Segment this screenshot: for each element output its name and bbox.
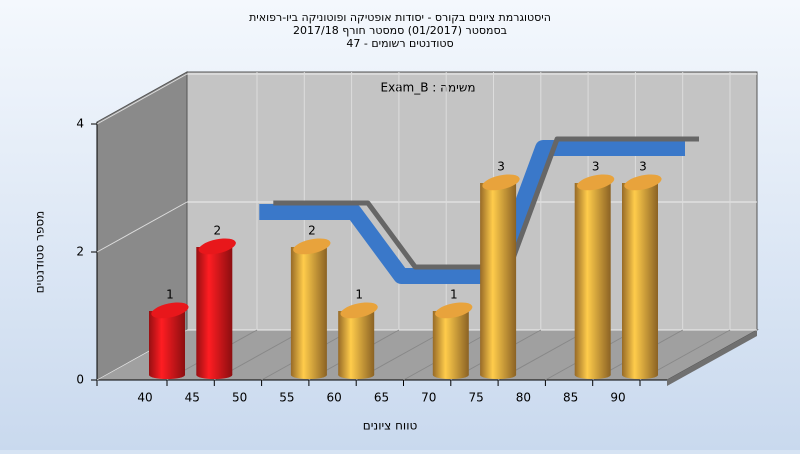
y-tick-label: 2	[76, 245, 84, 259]
bar	[290, 247, 327, 375]
x-tick-label: 50	[232, 391, 247, 405]
y-tick-label: 0	[76, 373, 84, 387]
bar-base	[196, 371, 233, 379]
bar	[149, 311, 185, 375]
chart-title: היסטוגרמת ציונים בקורס - יסודות אופטיקה …	[249, 11, 551, 24]
y-tick-label: 4	[76, 117, 84, 131]
bar-top	[293, 238, 331, 255]
bar	[574, 183, 611, 375]
x-tick-label: 90	[610, 391, 625, 405]
x-tick-label: 70	[421, 391, 436, 405]
bar	[480, 183, 517, 375]
x-tick-label: 60	[327, 391, 342, 405]
back-wall	[186, 71, 758, 331]
chart-title: סטודנטים רשומים - 47	[346, 37, 453, 50]
bar-top	[340, 302, 378, 319]
data-label: 3	[639, 160, 647, 174]
bar	[338, 311, 375, 375]
bar-base	[622, 371, 658, 379]
plot: 0 2 4 40 45 50 55 60 65 70 75 80 85 90 1 2 2 1 1 3 3 3	[76, 72, 757, 405]
x-tick-label: 75	[468, 391, 483, 405]
bar-top	[576, 174, 615, 191]
x-tick-label: 55	[279, 391, 294, 405]
x-tick-label: 40	[137, 391, 152, 405]
line-ribbon	[259, 140, 685, 284]
bar-base	[432, 371, 469, 379]
bar	[622, 183, 658, 375]
x-tick-label: 80	[516, 391, 531, 405]
grid-line	[96, 201, 188, 253]
data-label: 3	[497, 160, 505, 174]
grid-line	[96, 73, 188, 125]
x-axis-label: טווח ציונים	[363, 419, 418, 433]
bar-top	[482, 174, 520, 191]
y-axis-label: מספר סטודנטים	[33, 211, 47, 294]
data-label: 2	[308, 224, 316, 238]
bar-top	[151, 302, 189, 319]
data-label: 1	[355, 288, 363, 302]
x-tick-label: 45	[185, 391, 200, 405]
x-tick-label: 65	[374, 391, 389, 405]
bar-base	[480, 371, 517, 379]
bar	[196, 247, 233, 375]
bar-top	[624, 174, 662, 191]
bar-base	[338, 371, 375, 379]
data-label: 1	[450, 288, 458, 302]
bar-base	[149, 371, 185, 379]
bar-base	[290, 371, 327, 379]
bar	[432, 311, 469, 375]
data-label: 3	[592, 160, 600, 174]
bar-top	[435, 302, 473, 319]
bar-base	[574, 371, 611, 379]
bar-top	[198, 238, 236, 255]
chart-title: בסמסטר (01/2017) סמסטר חורף 2017/18	[293, 24, 507, 37]
x-tick-label: 85	[563, 391, 578, 405]
annotation: משימה : Exam_B	[381, 81, 476, 95]
data-label: 2	[213, 224, 221, 238]
data-label: 1	[166, 288, 174, 302]
floor-edge	[667, 330, 757, 386]
